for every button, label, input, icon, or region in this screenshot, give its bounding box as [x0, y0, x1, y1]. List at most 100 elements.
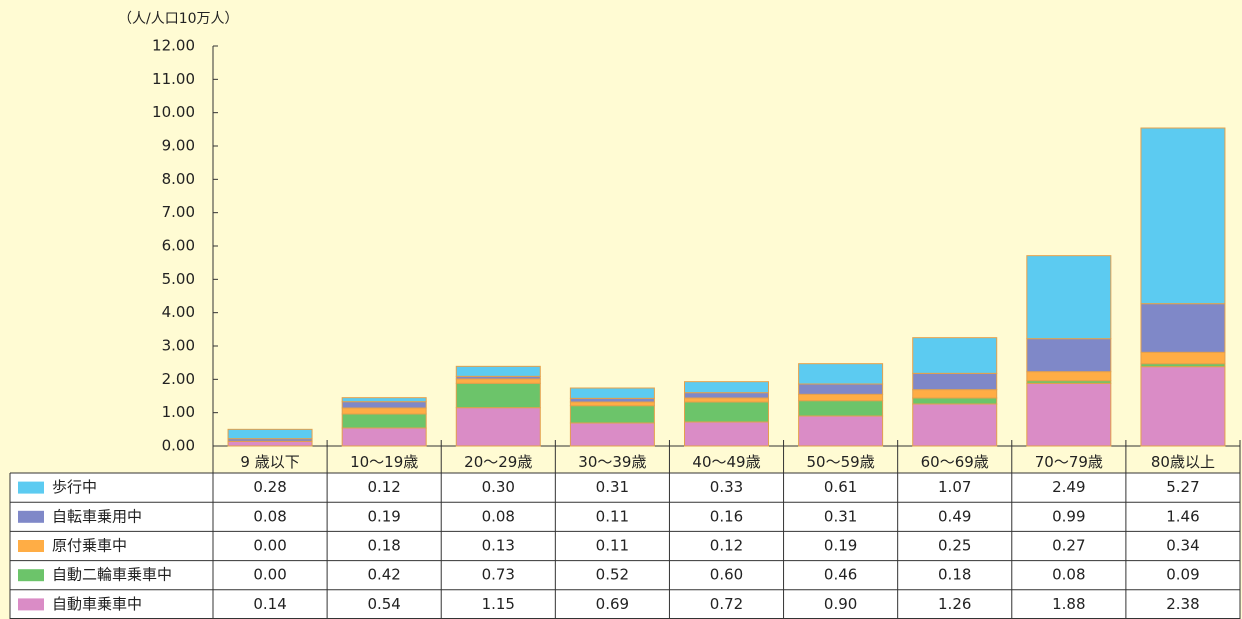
bar-segment: [341, 427, 427, 447]
y-tick-label: 0.00: [162, 437, 195, 455]
bar-segment: [912, 389, 998, 399]
legend-label: 自動車乗車中: [52, 595, 142, 613]
table-cell: 0.31: [596, 478, 629, 496]
table-cell: 1.88: [1052, 595, 1085, 613]
bar-segment: [341, 413, 427, 429]
y-tick-label: 11.00: [152, 70, 195, 88]
bar-segment: [455, 407, 541, 447]
y-tick-label: 7.00: [162, 203, 195, 221]
bar-segment: [912, 397, 998, 405]
table-cell: 0.00: [253, 537, 286, 555]
x-tick-label: 10～19歳: [350, 453, 418, 471]
table-cell: 0.11: [596, 507, 629, 525]
bar-segment: [798, 400, 884, 417]
table-cell: 0.08: [1052, 566, 1085, 584]
bar-segment: [912, 372, 998, 391]
table-cell: 0.19: [824, 537, 857, 555]
x-tick-label: 50～59歳: [807, 453, 875, 471]
y-tick-label: 2.00: [162, 370, 195, 388]
bar-segment: [684, 397, 769, 403]
table-cell: 0.13: [482, 537, 515, 555]
bar-segment: [684, 381, 769, 394]
legend-swatch: [18, 481, 44, 494]
bar-segment: [1140, 351, 1226, 365]
table-cell: 0.25: [938, 537, 971, 555]
bar-segment: [1026, 382, 1112, 447]
table-cell: 0.42: [367, 566, 400, 584]
bar-segment: [912, 337, 998, 374]
y-tick-label: 5.00: [162, 270, 195, 288]
bar-segment: [227, 440, 313, 447]
table-cell: 0.34: [1166, 537, 1199, 555]
table-cell: 2.38: [1166, 595, 1199, 613]
table-cell: 1.15: [482, 595, 515, 613]
table-cell: 0.72: [710, 595, 743, 613]
table-cell: 0.54: [367, 595, 400, 613]
legend-label: 自転車乗用中: [52, 507, 142, 525]
x-tick-label: 9 歳以下: [240, 453, 299, 471]
legend-label: 自動二輪車乗車中: [52, 566, 172, 584]
x-tick-label: 60～69歳: [921, 453, 989, 471]
legend-label: 歩行中: [52, 478, 97, 496]
y-tick-label: 8.00: [162, 170, 195, 188]
legend-swatch: [18, 540, 44, 552]
table-cell: 0.46: [824, 566, 857, 584]
table-cell: 0.90: [824, 595, 857, 613]
table-body-bg: [10, 473, 1240, 618]
table-cell: 1.07: [938, 478, 971, 496]
bar-segment: [341, 397, 427, 403]
y-tick-label: 1.00: [162, 403, 195, 421]
table-cell: 0.18: [367, 537, 400, 555]
table-cell: 0.09: [1166, 566, 1199, 584]
x-tick-label: 70～79歳: [1035, 453, 1103, 471]
table-cell: 0.30: [482, 478, 515, 496]
y-tick-label: 6.00: [162, 237, 195, 255]
x-tick-label: 80歳以上: [1151, 453, 1215, 471]
table-cell: 0.14: [253, 595, 286, 613]
table-cell: 5.27: [1166, 478, 1199, 496]
bar-segment: [912, 403, 998, 447]
table-cell: 0.00: [253, 566, 286, 584]
bar-segment: [1140, 127, 1226, 305]
x-tick-label: 40～49歳: [692, 453, 760, 471]
bar-segment: [227, 428, 313, 440]
bar-segment: [569, 401, 655, 407]
table-cell: 2.49: [1052, 478, 1085, 496]
table-cell: 0.11: [596, 537, 629, 555]
bar-segment: [798, 383, 884, 395]
table-cell: 0.33: [710, 478, 743, 496]
bar-segment: [569, 387, 655, 399]
table-cell: 0.52: [596, 566, 629, 584]
bar-segment: [1026, 338, 1112, 373]
bar-segment: [341, 401, 427, 409]
y-tick-label: 3.00: [162, 337, 195, 355]
y-tick-label: 10.00: [152, 103, 195, 121]
y-axis-label: （人/人口10万人）: [118, 11, 239, 27]
table-cell: 0.12: [367, 478, 400, 496]
bar-segment: [569, 397, 655, 403]
table-cell: 0.49: [938, 507, 971, 525]
table-cell: 0.12: [710, 537, 743, 555]
bar-segment: [569, 405, 655, 424]
bar-segment: [1140, 303, 1226, 353]
y-tick-label: 12.00: [152, 37, 195, 55]
legend-swatch: [18, 569, 44, 582]
table-cell: 0.18: [938, 566, 971, 584]
bar-segment: [1026, 371, 1112, 382]
bar-segment: [798, 393, 884, 402]
bar-segment: [798, 363, 884, 385]
legend-swatch: [18, 510, 44, 523]
bar-segment: [455, 378, 541, 384]
bar-segment: [684, 421, 769, 447]
legend-swatch: [18, 598, 44, 611]
x-tick-label: 20～29歳: [464, 453, 532, 471]
bar-segment: [684, 401, 769, 423]
table-cell: 0.31: [824, 507, 857, 525]
bar-segment: [455, 382, 541, 409]
bar-segment: [455, 365, 541, 377]
bar-segment: [684, 392, 769, 399]
table-cell: 0.27: [1052, 537, 1085, 555]
table-cell: 1.46: [1166, 507, 1199, 525]
bar-segment: [1140, 366, 1226, 447]
